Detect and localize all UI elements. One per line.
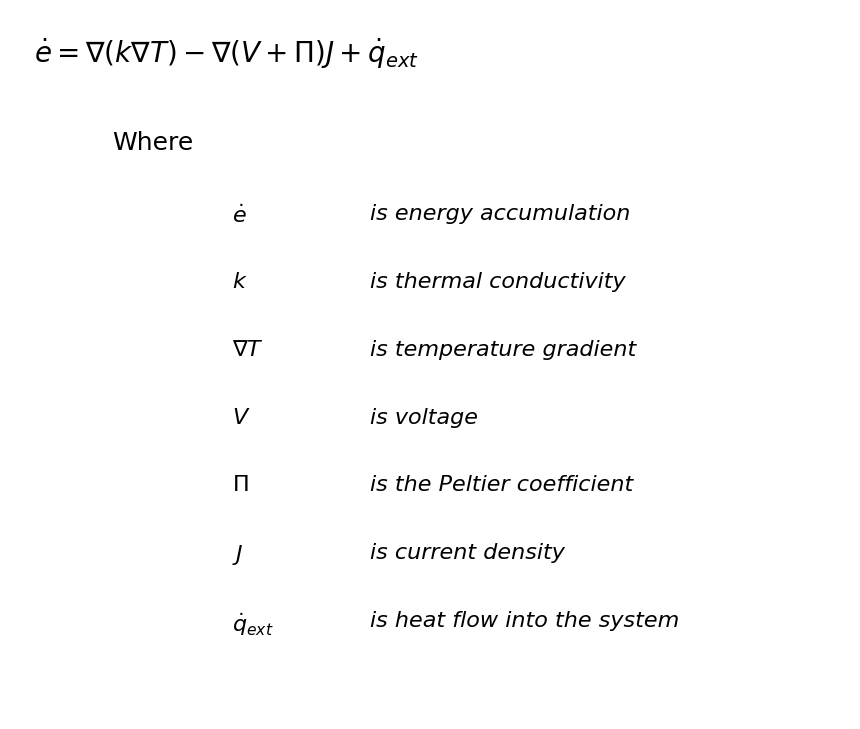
Text: $\dot{e}$: $\dot{e}$ <box>232 204 247 227</box>
Text: $J$: $J$ <box>232 543 243 567</box>
Text: is thermal conductivity: is thermal conductivity <box>370 272 625 292</box>
Text: $\dot{q}_{ext}$: $\dot{q}_{ext}$ <box>232 611 273 638</box>
Text: Where: Where <box>112 131 193 155</box>
Text: $\Pi$: $\Pi$ <box>232 475 249 495</box>
Text: is the Peltier coefficient: is the Peltier coefficient <box>370 475 633 495</box>
Text: is current density: is current density <box>370 543 565 563</box>
Text: $k$: $k$ <box>232 272 248 292</box>
Text: $\dot{e} = \nabla(k\nabla T) - \nabla(V + \Pi)J + \dot{q}_{ext}$: $\dot{e} = \nabla(k\nabla T) - \nabla(V … <box>34 36 420 71</box>
Text: $V$: $V$ <box>232 408 251 427</box>
Text: is temperature gradient: is temperature gradient <box>370 340 636 359</box>
Text: is energy accumulation: is energy accumulation <box>370 204 630 224</box>
Text: $\nabla T$: $\nabla T$ <box>232 340 264 359</box>
Text: is heat flow into the system: is heat flow into the system <box>370 611 679 631</box>
Text: is voltage: is voltage <box>370 408 478 427</box>
